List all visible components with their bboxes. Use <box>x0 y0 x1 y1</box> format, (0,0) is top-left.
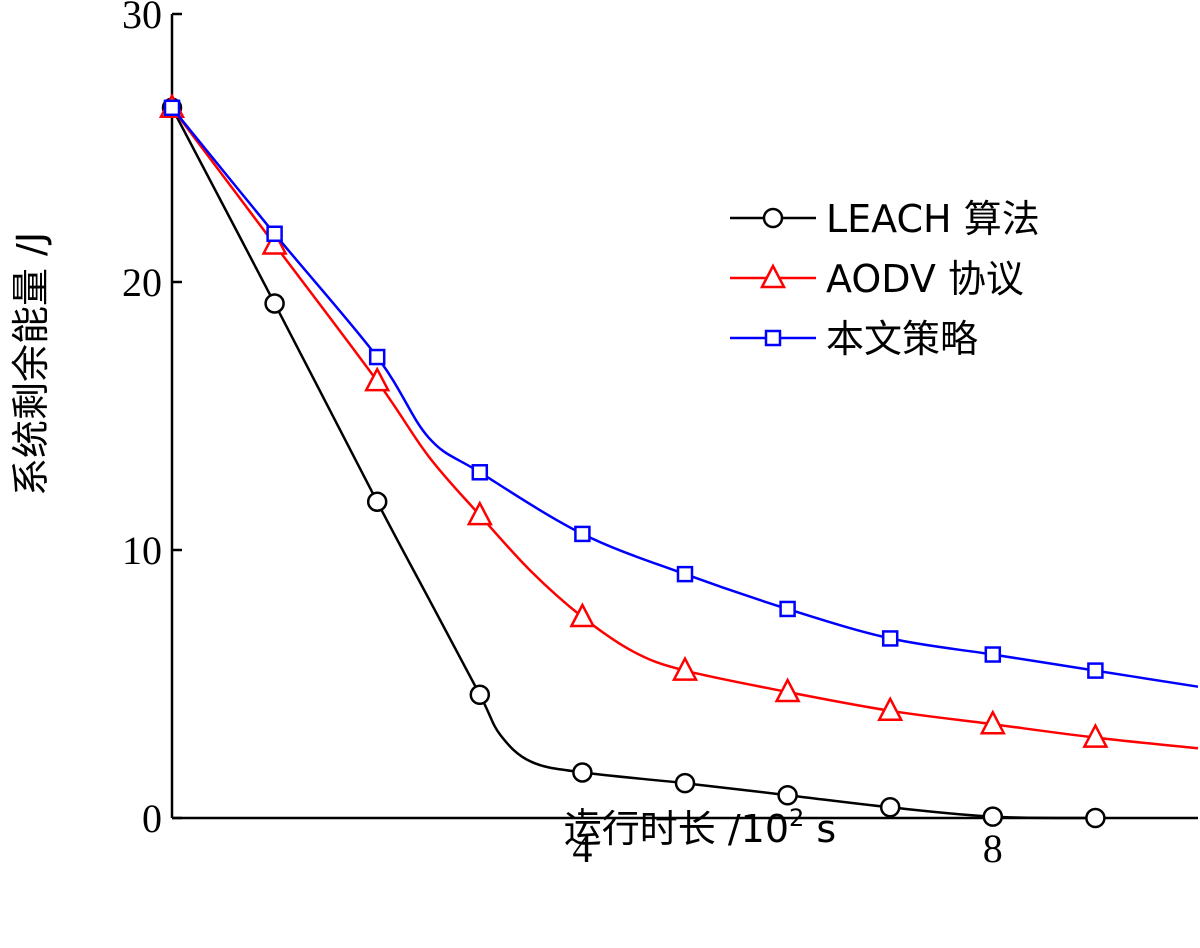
data-point-leach <box>572 762 593 783</box>
data-point-leach <box>264 293 285 314</box>
series-line-aodv <box>171 107 1199 750</box>
data-point-proposed <box>368 348 386 366</box>
data-point-leach <box>1085 807 1106 829</box>
data-point-aodv <box>466 500 493 526</box>
data-point-leach <box>366 491 388 513</box>
data-point-proposed <box>1087 662 1104 679</box>
x-axis-title: 运行时长 /102 s <box>564 804 836 851</box>
x-tick-label: 4 <box>572 826 592 871</box>
data-point-aodv <box>261 229 288 255</box>
data-point-proposed <box>984 646 1002 663</box>
data-point-proposed <box>779 600 796 618</box>
x-axis-title-main: 运行时长 /10 <box>564 807 789 851</box>
legend-marker-aodv <box>759 263 787 289</box>
data-point-aodv <box>774 677 801 703</box>
ticks: 0 10 20 30 4 8 <box>122 0 1003 871</box>
data-point-proposed <box>676 565 694 583</box>
data-point-aodv <box>671 655 699 681</box>
data-point-leach <box>674 772 696 794</box>
axes <box>170 14 1198 820</box>
legend-marker-leach <box>762 207 784 229</box>
y-tick-label: 30 <box>122 0 162 37</box>
legend-label-proposed: 本文策略 <box>826 317 978 361</box>
data-point-aodv <box>569 602 596 628</box>
series-proposed <box>163 99 1199 688</box>
y-tick-label: 0 <box>142 796 162 841</box>
data-point-proposed <box>471 464 489 481</box>
data-point-leach <box>982 806 1004 827</box>
series <box>158 93 1199 829</box>
data-point-proposed <box>163 99 181 117</box>
legend-item-leach: LEACH 算法 <box>730 197 1040 241</box>
y-tick-label: 20 <box>122 260 162 305</box>
legend-label-leach: LEACH 算法 <box>826 197 1040 241</box>
data-point-leach <box>469 684 491 705</box>
data-point-proposed <box>266 225 283 243</box>
series-line-proposed <box>171 107 1199 688</box>
legend: LEACH 算法 AODV 协议 本文策略 <box>730 197 1040 361</box>
legend-label-aodv: AODV 协议 <box>826 257 1024 301</box>
legend-marker-proposed <box>764 329 782 347</box>
data-point-leach <box>879 797 901 818</box>
data-point-aodv <box>877 696 904 722</box>
series-aodv <box>158 93 1199 750</box>
x-tick-label: 8 <box>983 826 1003 871</box>
x-axis-title-unit: s <box>804 807 836 851</box>
data-point-aodv <box>364 366 391 392</box>
legend-item-aodv: AODV 协议 <box>730 257 1024 301</box>
data-point-leach <box>777 784 798 806</box>
legend-item-proposed: 本文策略 <box>730 317 978 361</box>
data-point-proposed <box>881 630 899 647</box>
data-point-aodv <box>979 709 1006 735</box>
y-tick-label: 10 <box>122 528 162 573</box>
y-axis-title: 系统剩余能量 /J <box>9 232 53 496</box>
data-point-proposed <box>574 525 591 543</box>
data-point-aodv <box>1082 722 1109 748</box>
x-axis-title-superscript: 2 <box>789 804 804 832</box>
